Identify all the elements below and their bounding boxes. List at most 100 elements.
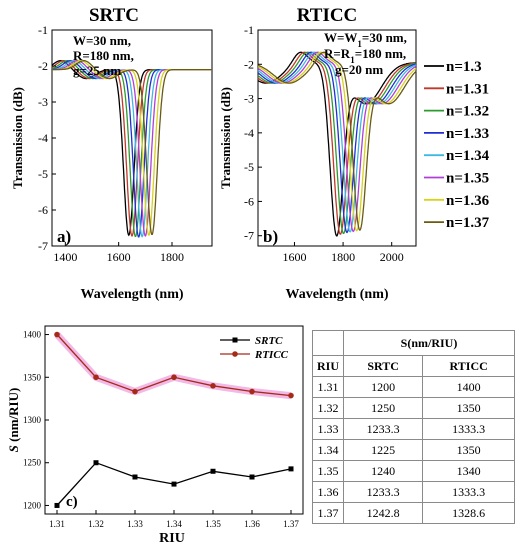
x-tick-label: 1800 [331,250,355,264]
table-cell: 1340 [422,460,515,482]
y-tick-label: -6 [244,194,254,208]
panel-b-annotation-1: W=W1=30 nm, [324,30,407,49]
series-point-srtc [171,481,177,487]
series-point-srtc [249,474,255,480]
table-cell: 1200 [342,376,424,398]
panel-c-label: c) [66,494,78,510]
panel-a-annotation-2: R=180 nm, [73,48,134,63]
x-tick-label: 1600 [282,250,306,264]
spectra-legend: n=1.3 n=1.31 n=1.32 n=1.33 n=1.34 n=1.35 n=1.3… [424,59,490,231]
x-tick-label: 1.31 [49,519,65,529]
panel-b-y-label: Transmission (dB) [218,87,233,189]
panel-b-curve-n-1-34 [257,51,417,233]
panel-b-y-ticks: -7 -6 -5 -4 -3 -2 -1 [244,23,262,243]
panel-b-label: b) [263,227,278,246]
table-cell: 1233.3 [342,481,424,503]
table-header-group: S(nm/RIU) [343,330,515,356]
panel-b-curve-n-1-3 [257,51,416,237]
x-tick-label: 1.34 [166,519,182,529]
table-row: 1.37 1242.8 1328.6 [312,502,515,524]
panel-c-y-ticks: 1200 1250 1300 1350 1400 [23,330,49,510]
table-column-header: RIU [312,355,344,377]
series-point-srtc [54,502,60,508]
table-cell: 1350 [422,397,515,419]
series-point-rticc [171,374,177,381]
panel-a-y-ticks: -7 -6 -5 -4 -3 -2 -1 [38,23,56,253]
table-row: 1.35 1240 1340 [312,460,515,482]
table-body: RIU SRTC RTICC 1.31 1200 1400 1.32 1250 1350 1.33… [312,355,515,524]
table-cell: 1333.3 [422,481,515,503]
y-tick-label: -3 [244,92,254,106]
panel-a-label: a) [57,227,71,246]
table-row: 1.33 1233.3 1333.3 [312,418,515,440]
series-point-rticc [54,331,60,338]
table-cell: 1400 [422,376,515,398]
table-cell: 1.33 [312,418,344,440]
panel-c-series [54,331,294,508]
series-point-rticc [249,388,255,395]
y-tick-label: -4 [244,126,254,140]
panel-c-legend: SRTC RTICC [220,335,289,361]
panel-a-annotation-3: g=25 nm [73,63,121,78]
series-point-rticc [132,388,138,395]
legend-entry: n=1.32 [446,104,489,120]
panel-c-x-label: RIU [159,531,185,546]
sensitivity-table: S(nm/RIU) RIU SRTC RTICC 1.31 1200 1400 1.32 12… [312,330,515,524]
series-point-srtc [210,468,216,474]
series-point-rticc [93,374,99,381]
panel-b-curve-n-1-37 [257,51,417,231]
panel-a-curve-n-1-37 [52,60,212,235]
table-cell: 1350 [422,439,515,461]
table-row: 1.34 1225 1350 [312,439,515,461]
legend-entry: n=1.37 [446,215,490,231]
panel-a-y-label: Transmission (dB) [10,87,25,189]
table-cell: 1240 [342,460,424,482]
panel-b-x-ticks: 1600 1800 2000 [282,242,404,264]
x-tick-label: 1.35 [205,519,221,529]
x-tick-label: 1.32 [88,519,104,529]
panel-b-frame [257,29,417,247]
panel-b-curve-n-1-32 [257,51,416,235]
panel-b-x-label: Wavelength (nm) [285,287,388,302]
series-point-srtc [132,474,138,480]
table-cell: 1333.3 [422,418,515,440]
table-cell: 1.32 [312,397,344,419]
y-tick-label: 1350 [23,372,42,382]
legend-entry: n=1.3 [446,59,482,75]
y-tick-label: -5 [38,167,48,181]
panel-b-curve-n-1-35 [257,51,417,233]
y-tick-label: 1200 [23,500,42,510]
table-cell: 1242.8 [342,502,424,524]
table-column-header-row: RIU SRTC RTICC [312,355,515,377]
y-tick-label: -2 [38,59,48,73]
y-tick-label: 1300 [23,415,42,425]
panel-a-annotation-1: W=30 nm, [73,33,131,48]
panel-b: RTICC -7 -6 -5 -4 -3 -2 -1 1600 1800 2000 W=W1=3… [218,5,417,302]
x-tick-label: 1.33 [127,519,143,529]
table-cell: 1225 [342,439,424,461]
panel-b-curves [257,51,417,237]
x-tick-label: 1.37 [283,519,299,529]
y-tick-label: -3 [38,95,48,109]
panel-a-title: SRTC [89,5,139,26]
y-tick-label: -7 [38,239,48,253]
legend-marker [232,351,238,357]
panel-a-curves [51,60,212,238]
x-tick-label: 1800 [160,250,184,264]
panel-b-annotation-3: g=20 nm [335,62,383,77]
panel-b-curve-n-1-33 [257,51,417,234]
table-row: 1.36 1233.3 1333.3 [312,481,515,503]
table-cell: 1250 [342,397,424,419]
legend-entry: n=1.34 [446,148,490,164]
panel-c-x-ticks: 1.31 1.32 1.33 1.34 1.35 1.36 1.37 [49,510,299,529]
x-tick-label: 1600 [107,250,131,264]
x-tick-label: 1400 [53,250,77,264]
y-tick-label: -7 [244,229,254,243]
x-tick-label: 1.36 [244,519,260,529]
table-cell: 1233.3 [342,418,424,440]
y-tick-label: -5 [244,160,254,174]
table-cell: 1328.6 [422,502,515,524]
series-point-srtc [93,460,99,466]
panel-a: SRTC -7 -6 -5 -4 -3 -2 -1 1400 1600 1800 W=30 nm… [10,5,213,302]
